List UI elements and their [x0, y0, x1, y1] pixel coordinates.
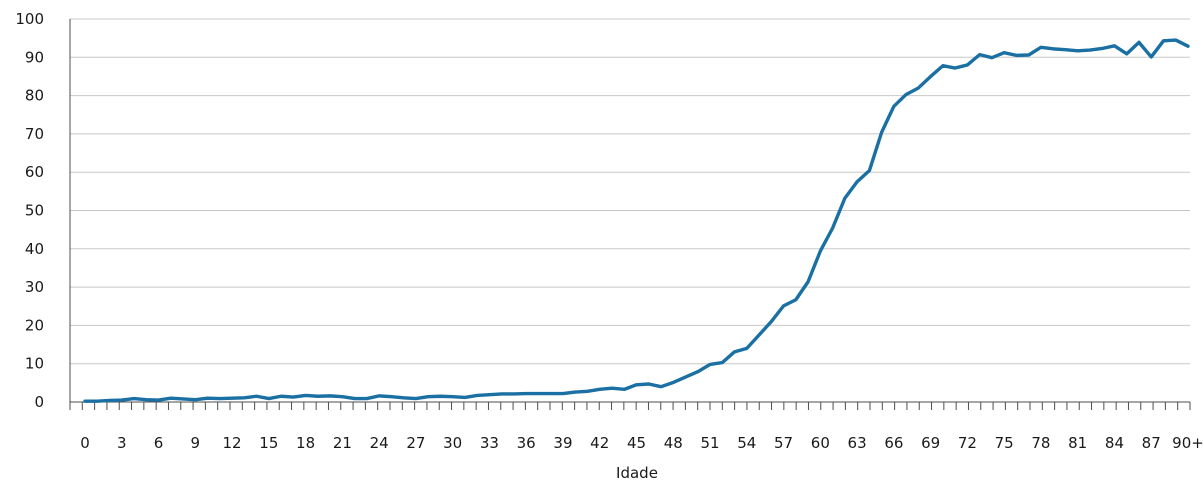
- gridlines: [70, 18, 1190, 365]
- x-tick-label: 60: [811, 434, 830, 452]
- y-tick-label: 90: [25, 48, 44, 66]
- x-tick-label: 0: [80, 434, 90, 452]
- x-tick-labels: 0 3 6 9 12 15 18 21 24 27 30 33 36 39 42 45 48 51 54 57 60 63…: [80, 434, 1203, 452]
- x-tick-label: 6: [154, 434, 164, 452]
- y-tick-label: 40: [25, 240, 44, 258]
- x-tick-label: 12: [223, 434, 242, 452]
- series-line: [83, 38, 1190, 403]
- x-tick-label: 81: [1068, 434, 1087, 452]
- x-tick-label: 9: [191, 434, 201, 452]
- y-tick-label: 70: [25, 125, 44, 143]
- x-tick-label: 30: [443, 434, 462, 452]
- x-tick-label: 51: [700, 434, 719, 452]
- x-tick-label: 75: [995, 434, 1014, 452]
- x-tick-label: 57: [774, 434, 793, 452]
- x-tick-label: 84: [1105, 434, 1124, 452]
- x-tick-label: 63: [848, 434, 867, 452]
- x-tick-label: 39: [553, 434, 572, 452]
- x-tick-label: 18: [296, 434, 315, 452]
- y-tick-labels: 0 10 20 30 40 50 60 70 80 90 100: [15, 10, 44, 411]
- y-tick-label: 30: [25, 278, 44, 296]
- x-tick-label: 33: [480, 434, 499, 452]
- x-tick-label: 3: [117, 434, 127, 452]
- x-tick-label: 54: [737, 434, 756, 452]
- x-tick-label: 42: [590, 434, 609, 452]
- x-tick-label: 66: [884, 434, 903, 452]
- y-tick-label: 10: [25, 355, 44, 373]
- y-tick-label: 50: [25, 202, 44, 220]
- x-tick-label: 72: [958, 434, 977, 452]
- x-tick-label: 27: [406, 434, 425, 452]
- x-tick-label: 36: [517, 434, 536, 452]
- y-tick-label: 0: [34, 393, 44, 411]
- y-tick-label: 20: [25, 316, 44, 334]
- x-axis: [69, 19, 1191, 410]
- x-tick-label: 48: [664, 434, 683, 452]
- x-tick-label: 90+: [1172, 434, 1203, 452]
- series: [83, 38, 1190, 403]
- x-axis-title: Idade: [616, 464, 658, 482]
- x-tick-label: 21: [333, 434, 352, 452]
- y-tick-label: 100: [15, 10, 44, 28]
- x-tick-label: 69: [921, 434, 940, 452]
- x-tick-label: 24: [370, 434, 389, 452]
- x-tick-label: 15: [259, 434, 278, 452]
- y-tick-label: 80: [25, 87, 44, 105]
- y-tick-label: 60: [25, 163, 44, 181]
- x-tick-label: 45: [627, 434, 646, 452]
- x-tick-label: 78: [1031, 434, 1050, 452]
- x-tick-label: 87: [1142, 434, 1161, 452]
